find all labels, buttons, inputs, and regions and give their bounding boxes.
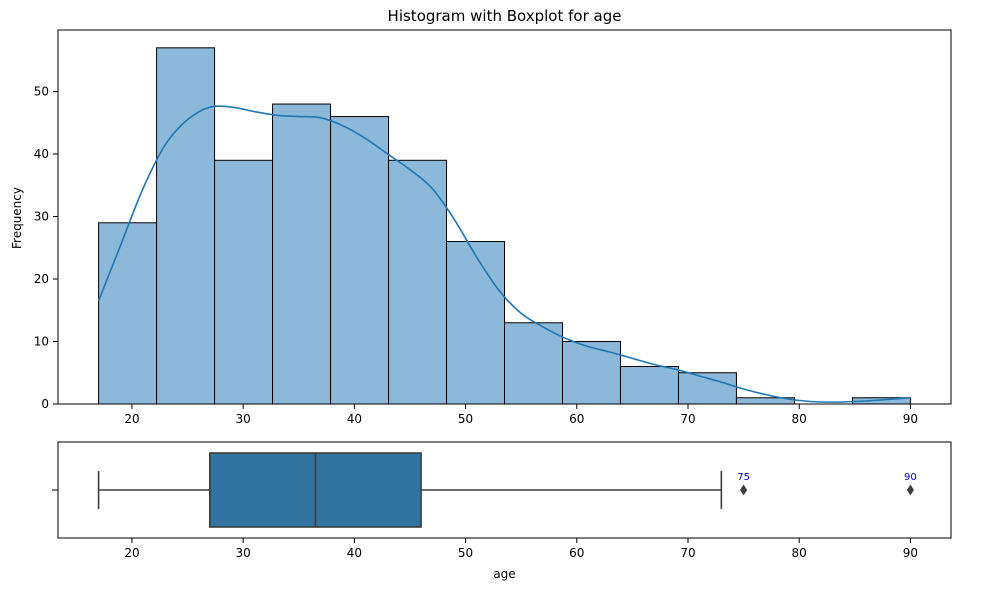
- y-tick-label: 30: [34, 210, 49, 224]
- x-tick-label: 70: [680, 412, 695, 426]
- histogram-bar: [272, 103, 332, 405]
- x-tick-label: 30: [236, 412, 251, 426]
- histogram-bar: [388, 159, 448, 405]
- y-tick-label: 50: [34, 85, 49, 99]
- histogram-bar: [504, 322, 563, 405]
- chart-title: Histogram with Boxplot for age: [388, 7, 622, 25]
- y-tick-label: 10: [34, 335, 49, 349]
- x-tick-label: 60: [569, 412, 584, 426]
- x-tick-label: 40: [347, 412, 362, 426]
- histogram-panel: Histogram with Boxplot for age Frequency…: [10, 7, 952, 426]
- x-tick-label: 90: [903, 412, 918, 426]
- x-tick-label: 40: [347, 546, 362, 560]
- histogram-bar: [446, 241, 505, 405]
- y-tick-label: 40: [34, 147, 49, 161]
- boxplot-panel: 75 90 20 30 40 50 60 70 80 90 age: [52, 441, 952, 581]
- x-tick-label: 80: [792, 546, 807, 560]
- boxplot-outlier-label: 90: [904, 472, 917, 483]
- histogram-bars: [98, 47, 911, 405]
- histogram-bar: [561, 341, 621, 405]
- histogram-y-ticks: 0 10 20 30 40 50: [34, 85, 58, 411]
- kde-curve: [97, 105, 911, 403]
- x-tick-label: 50: [458, 546, 473, 560]
- y-tick-label: 20: [34, 272, 49, 286]
- histogram-bar: [330, 116, 390, 405]
- y-axis-label: Frequency: [10, 187, 24, 249]
- x-tick-label: 90: [903, 546, 918, 560]
- x-tick-label: 50: [458, 412, 473, 426]
- x-tick-label: 80: [792, 412, 807, 426]
- histogram-bar: [156, 47, 216, 405]
- x-tick-label: 30: [236, 546, 251, 560]
- x-tick-label: 20: [124, 546, 139, 560]
- x-tick-label: 60: [569, 546, 584, 560]
- boxplot-x-ticks: 20 30 40 50 60 70 80 90: [124, 538, 918, 560]
- histogram-bar: [619, 366, 679, 405]
- boxplot-outlier-label: 75: [737, 472, 750, 483]
- y-tick-label: 0: [41, 397, 49, 411]
- x-tick-label: 20: [124, 412, 139, 426]
- boxplot-outlier-marker: [740, 484, 748, 496]
- histogram-bar: [98, 222, 158, 405]
- histogram-bar: [214, 159, 274, 405]
- boxplot: 75 90: [97, 452, 917, 528]
- x-axis-label: age: [493, 567, 515, 581]
- histogram-x-ticks: 20 30 40 50 60 70 80 90: [124, 404, 918, 426]
- boxplot-outlier-marker: [906, 484, 914, 496]
- x-tick-label: 70: [680, 546, 695, 560]
